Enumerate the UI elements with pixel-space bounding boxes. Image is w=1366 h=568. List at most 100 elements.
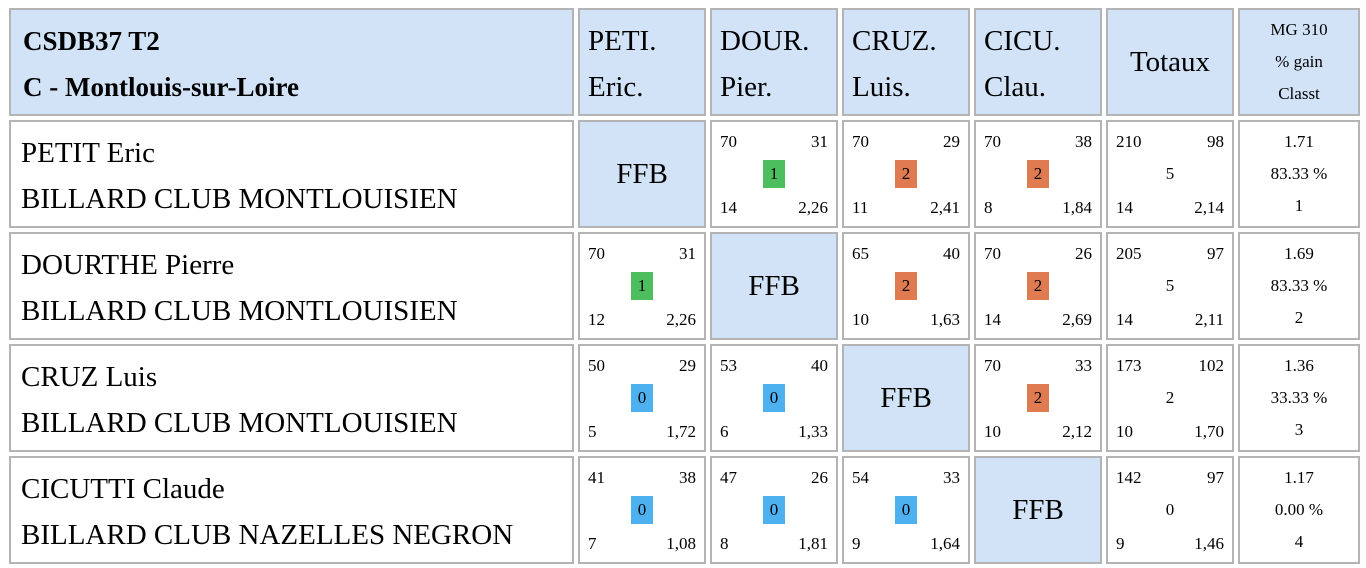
- points: 70: [984, 244, 1001, 263]
- match-points-badge: 2: [895, 160, 917, 188]
- high-run: 14: [1116, 198, 1133, 217]
- match-points-badge: 0: [895, 496, 917, 524]
- win-percentage: 0.00 %: [1274, 500, 1324, 519]
- player-name: CICUTTI Claude: [21, 473, 225, 505]
- high-run: 9: [852, 534, 861, 553]
- totals-cell: 210 98 14 2,14 5: [1106, 120, 1234, 228]
- points: 70: [852, 132, 869, 151]
- average: 2,12: [1062, 422, 1092, 441]
- general-average: 1.36: [1284, 356, 1314, 375]
- player-column-header: PETI. Eric.: [578, 8, 706, 116]
- match-points-total: 2: [1165, 388, 1175, 407]
- innings: 29: [679, 356, 696, 375]
- totals-cell: 205 97 14 2,11 5: [1106, 232, 1234, 340]
- innings: 33: [1075, 356, 1092, 375]
- innings: 102: [1198, 356, 1225, 375]
- player-column-header: DOUR. Pier.: [710, 8, 838, 116]
- match-result-cell: 41 38 7 1,08 0: [578, 456, 706, 564]
- points: 47: [720, 468, 737, 487]
- match-result-cell: 70 26 14 2,69 2: [974, 232, 1102, 340]
- player-abbr: CRUZ.: [852, 25, 937, 57]
- innings: 97: [1207, 244, 1224, 263]
- match-result-cell: 70 31 12 2,26 1: [578, 232, 706, 340]
- average: 1,63: [930, 310, 960, 329]
- results-table: CSDB37 T2 C - Montlouis-sur-Loire PETI. …: [5, 4, 1364, 568]
- match-points-total: 5: [1165, 276, 1175, 295]
- match-points-badge: 0: [631, 384, 653, 412]
- player-name: CRUZ Luis: [21, 361, 158, 393]
- player-abbr: CICU.: [984, 25, 1061, 57]
- ranking: 1: [1294, 196, 1304, 215]
- mg-label: MG 310: [1270, 20, 1328, 39]
- average: 1,81: [798, 534, 828, 553]
- player-row: DOURTHE Pierre BILLARD CLUB MONTLOUISIEN 7…: [9, 232, 1360, 340]
- player-stats: 1.69 83.33 % 2: [1238, 232, 1360, 340]
- average: 1,33: [798, 422, 828, 441]
- win-percentage: 33.33 %: [1270, 388, 1328, 407]
- match-points-badge: 2: [1027, 384, 1049, 412]
- player-firstname-abbr: Pier.: [720, 71, 773, 103]
- high-run: 5: [588, 422, 597, 441]
- average: 2,11: [1194, 310, 1224, 329]
- ffb-cell: FFB: [578, 120, 706, 228]
- high-run: 14: [1116, 310, 1133, 329]
- ffb-cell: FFB: [974, 456, 1102, 564]
- innings: 31: [679, 244, 696, 263]
- high-run: 11: [852, 198, 869, 217]
- match-result-cell: 50 29 5 1,72 0: [578, 344, 706, 452]
- totals-cell: 173 102 10 1,70 2: [1106, 344, 1234, 452]
- points: 54: [852, 468, 869, 487]
- player-row: CRUZ Luis BILLARD CLUB MONTLOUISIEN 50 29 5 1…: [9, 344, 1360, 452]
- win-percentage: 83.33 %: [1270, 276, 1328, 295]
- player-name: DOURTHE Pierre: [21, 249, 235, 281]
- match-points-badge: 2: [1027, 272, 1049, 300]
- points: 70: [720, 132, 737, 151]
- player-club: BILLARD CLUB MONTLOUISIEN: [21, 295, 458, 327]
- player-column-header: CICU. Clau.: [974, 8, 1102, 116]
- player-column-header: CRUZ. Luis.: [842, 8, 970, 116]
- player-stats: 1.36 33.33 % 3: [1238, 344, 1360, 452]
- points: 70: [984, 132, 1001, 151]
- high-run: 6: [720, 422, 729, 441]
- average: 2,26: [798, 198, 828, 217]
- match-points-badge: 0: [763, 384, 785, 412]
- player-firstname-abbr: Clau.: [984, 71, 1047, 103]
- innings: 26: [811, 468, 828, 487]
- points: 70: [984, 356, 1001, 375]
- player-info: DOURTHE Pierre BILLARD CLUB MONTLOUISIEN: [9, 232, 574, 340]
- match-points-total: 0: [1165, 500, 1175, 519]
- match-result-cell: 70 38 8 1,84 2: [974, 120, 1102, 228]
- player-firstname-abbr: Eric.: [588, 71, 644, 103]
- gain-label: % gain: [1275, 52, 1323, 71]
- match-points-badge: 0: [763, 496, 785, 524]
- points: 41: [588, 468, 605, 487]
- player-abbr: PETI.: [588, 25, 657, 57]
- match-points-badge: 0: [631, 496, 653, 524]
- innings: 38: [1075, 132, 1092, 151]
- innings: 97: [1207, 468, 1224, 487]
- innings: 40: [943, 244, 960, 263]
- points: 173: [1116, 356, 1142, 375]
- high-run: 10: [984, 422, 1001, 441]
- player-club: BILLARD CLUB MONTLOUISIEN: [21, 183, 458, 215]
- high-run: 7: [588, 534, 597, 553]
- average: 2,69: [1062, 310, 1092, 329]
- innings: 26: [1075, 244, 1092, 263]
- average: 2,14: [1194, 198, 1224, 217]
- innings: 31: [811, 132, 828, 151]
- points: 70: [588, 244, 605, 263]
- points: 142: [1116, 468, 1142, 487]
- high-run: 8: [720, 534, 729, 553]
- average: 1,72: [666, 422, 696, 441]
- average: 1,08: [666, 534, 696, 553]
- points: 53: [720, 356, 737, 375]
- ffb-cell: FFB: [842, 344, 970, 452]
- player-stats: 1.17 0.00 % 4: [1238, 456, 1360, 564]
- general-average: 1.71: [1284, 132, 1314, 151]
- innings: 33: [943, 468, 960, 487]
- average: 1,64: [930, 534, 960, 553]
- average: 1,70: [1194, 422, 1224, 441]
- average: 2,26: [666, 310, 696, 329]
- average: 1,46: [1194, 534, 1224, 553]
- competition-venue: C - Montlouis-sur-Loire: [23, 72, 299, 102]
